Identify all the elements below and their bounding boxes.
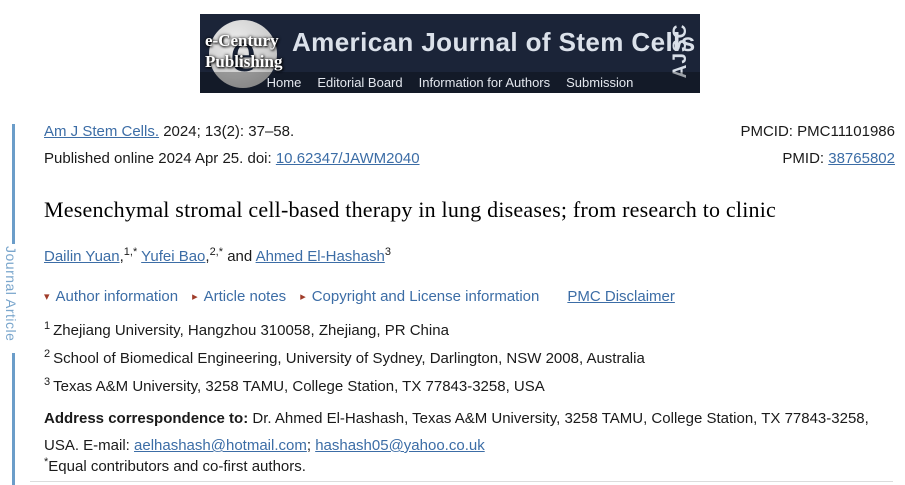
sidebar-rule-bottom (12, 353, 15, 485)
author-sup-3: 3 (384, 246, 391, 258)
author-link-2[interactable]: Yufei Bao (141, 248, 206, 265)
nav-item-information-for-authors[interactable]: Information for Authors (418, 75, 551, 90)
affiliation-1: 1 Zhejiang University, Hangzhou 310058, Z… (44, 320, 449, 340)
publisher-logo: e (209, 20, 277, 88)
journal-banner: e e-Century Publishing American Journal … (200, 14, 700, 93)
email-link-2[interactable]: hashash05@yahoo.co.uk (315, 437, 485, 454)
correspondence-text: Dr. Ahmed El-Hashash, Texas A&M Universi… (44, 410, 869, 454)
author-comma-1: , (119, 248, 124, 265)
article-meta-links: ▾ Author information ▸ Article notes ▸ C… (44, 288, 895, 305)
triangle-right-icon: ▸ (192, 291, 198, 303)
article-notes-label: Article notes (203, 288, 287, 305)
sidebar-rule-top (12, 124, 15, 244)
author-list: Dailin Yuan,1,* Yufei Bao,2,* and Ahmed … (44, 246, 895, 266)
doi-link[interactable]: 10.62347/JAWM2040 (275, 150, 420, 167)
correspondence-label: Address correspondence to: (44, 410, 249, 427)
nav-item-home[interactable]: Home (266, 75, 302, 90)
journal-citation-link[interactable]: Am J Stem Cells. (44, 123, 160, 140)
affiliation-text-3: Texas A&M University, 3258 TAMU, College… (53, 378, 545, 395)
pmc-disclaimer-link[interactable]: PMC Disclaimer (567, 288, 675, 305)
triangle-down-icon: ▾ (44, 291, 50, 303)
affiliation-sup-1: 1 (44, 320, 51, 332)
published-prefix: Published online 2024 Apr 25. doi: (44, 150, 276, 167)
author-sup-2: 2,* (209, 246, 224, 258)
bottom-divider (30, 481, 893, 482)
affiliation-text-2: School of Biomedical Engineering, Univer… (53, 350, 645, 367)
author-sup-1: 1,* (123, 246, 138, 258)
citation-detail: 2024; 13(2): 37–58. (159, 123, 295, 140)
author-information-label: Author information (55, 288, 179, 305)
article-notes-toggle[interactable]: ▸ Article notes (192, 288, 286, 305)
pmid-link[interactable]: 38765802 (828, 150, 895, 167)
citation-row: Am J Stem Cells. 2024; 13(2): 37–58. PMC… (44, 123, 895, 140)
nav-item-submission[interactable]: Submission (566, 75, 634, 90)
pmcid: PMCID: PMC11101986 (740, 123, 895, 140)
email-separator: ; (306, 437, 316, 454)
affiliation-2: 2 School of Biomedical Engineering, Unive… (44, 348, 645, 368)
equal-contributors-sup: * (44, 456, 49, 468)
affiliation-3: 3 Texas A&M University, 3258 TAMU, Colleg… (44, 376, 545, 396)
publisher-logo-letter: e (230, 19, 256, 84)
affiliation-text-1: Zhejiang University, Hangzhou 310058, Zh… (53, 322, 449, 339)
affiliation-sup-3: 3 (44, 376, 51, 388)
pmcid-value: PMC11101986 (797, 123, 895, 140)
pmid-label: PMID: (782, 150, 829, 167)
article-title: Mesenchymal stromal cell-based therapy i… (44, 197, 776, 222)
author-link-3[interactable]: Ahmed El-Hashash (255, 248, 385, 265)
correspondence: Address correspondence to: Dr. Ahmed El-… (44, 405, 896, 459)
nav-item-editorial-board[interactable]: Editorial Board (317, 75, 403, 90)
author-link-1[interactable]: Dailin Yuan (44, 248, 120, 265)
pmcid-label: PMCID: (740, 123, 798, 140)
publisher-name: e-Century Publishing (205, 30, 283, 72)
author-information-toggle[interactable]: ▾ Author information (44, 288, 178, 305)
authors-and: and (227, 248, 256, 265)
email-link-1[interactable]: aelhashash@hotmail.com (134, 437, 307, 454)
copyright-license-toggle[interactable]: ▸ Copyright and License information (300, 288, 539, 305)
publisher-name-line1: e-Century (205, 31, 279, 50)
published-left: Published online 2024 Apr 25. doi: 10.62… (44, 150, 420, 167)
citation-left: Am J Stem Cells. 2024; 13(2): 37–58. (44, 123, 294, 140)
publisher-name-line2: Publishing (205, 52, 283, 71)
sidebar-journal-article-label: Journal Article (3, 246, 19, 342)
pmid: PMID: 38765802 (782, 150, 895, 167)
journal-title: American Journal of Stem Cells (292, 27, 696, 57)
equal-contributors-note: *Equal contributors and co-first authors… (44, 456, 895, 476)
equal-contributors-text: Equal contributors and co-first authors. (48, 458, 306, 475)
triangle-right-icon: ▸ (300, 291, 306, 303)
affiliation-sup-2: 2 (44, 348, 51, 360)
published-row: Published online 2024 Apr 25. doi: 10.62… (44, 150, 895, 167)
author-comma-2: , (205, 248, 210, 265)
copyright-license-label: Copyright and License information (311, 288, 540, 305)
banner-nav: Home Editorial Board Information for Aut… (200, 72, 700, 93)
